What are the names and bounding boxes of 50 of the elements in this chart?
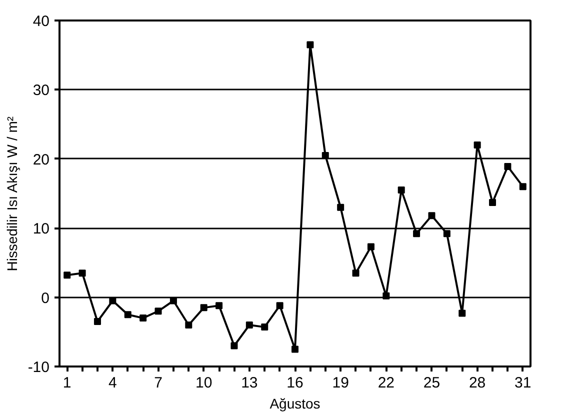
point bbox=[322, 152, 329, 159]
x-tick-label: 13 bbox=[241, 374, 258, 392]
x-tick-label: 1 bbox=[62, 374, 72, 392]
point bbox=[489, 198, 496, 206]
y-axis-title: Hissedilir Isı Akışı W / m² bbox=[4, 116, 20, 272]
point bbox=[230, 342, 238, 350]
point bbox=[352, 270, 360, 277]
point bbox=[504, 163, 512, 170]
x-tick-label: 7 bbox=[154, 374, 162, 392]
point bbox=[474, 142, 481, 149]
x-tick-label: 31 bbox=[514, 374, 532, 392]
point bbox=[519, 183, 526, 190]
point bbox=[413, 230, 420, 238]
y-tick-label: 30 bbox=[32, 82, 50, 100]
x-axis-title: Ağustos bbox=[270, 396, 320, 412]
y-tick-label: 40 bbox=[32, 13, 50, 30]
point bbox=[458, 310, 466, 317]
point bbox=[140, 314, 147, 322]
point bbox=[109, 297, 116, 304]
y-tick-label: -10 bbox=[28, 359, 50, 376]
point bbox=[398, 186, 405, 194]
y-tick-label: 0 bbox=[41, 290, 50, 307]
x-tick-label: 22 bbox=[378, 374, 395, 392]
point bbox=[382, 292, 390, 300]
point bbox=[261, 324, 268, 331]
point bbox=[246, 321, 253, 328]
point bbox=[78, 270, 86, 277]
x-tick-label: 28 bbox=[468, 374, 486, 392]
point bbox=[124, 311, 132, 318]
point bbox=[185, 321, 192, 328]
y-tick-label: 10 bbox=[32, 220, 50, 238]
x-tick-label: 16 bbox=[286, 374, 304, 392]
point bbox=[292, 346, 298, 353]
point bbox=[170, 297, 177, 304]
point bbox=[276, 302, 284, 310]
point bbox=[200, 304, 208, 312]
x-tick-label: 25 bbox=[423, 374, 440, 392]
y-tick-label: 20 bbox=[32, 151, 50, 168]
point bbox=[443, 230, 450, 238]
point bbox=[64, 272, 71, 279]
point bbox=[337, 204, 344, 211]
point bbox=[94, 318, 101, 326]
point bbox=[216, 302, 223, 310]
x-tick-label: 10 bbox=[195, 374, 212, 392]
point bbox=[154, 308, 162, 315]
point bbox=[428, 212, 436, 220]
x-tick-label: 4 bbox=[108, 374, 117, 392]
x-tick-label: 19 bbox=[332, 374, 349, 392]
point bbox=[306, 41, 314, 48]
point bbox=[367, 243, 374, 250]
